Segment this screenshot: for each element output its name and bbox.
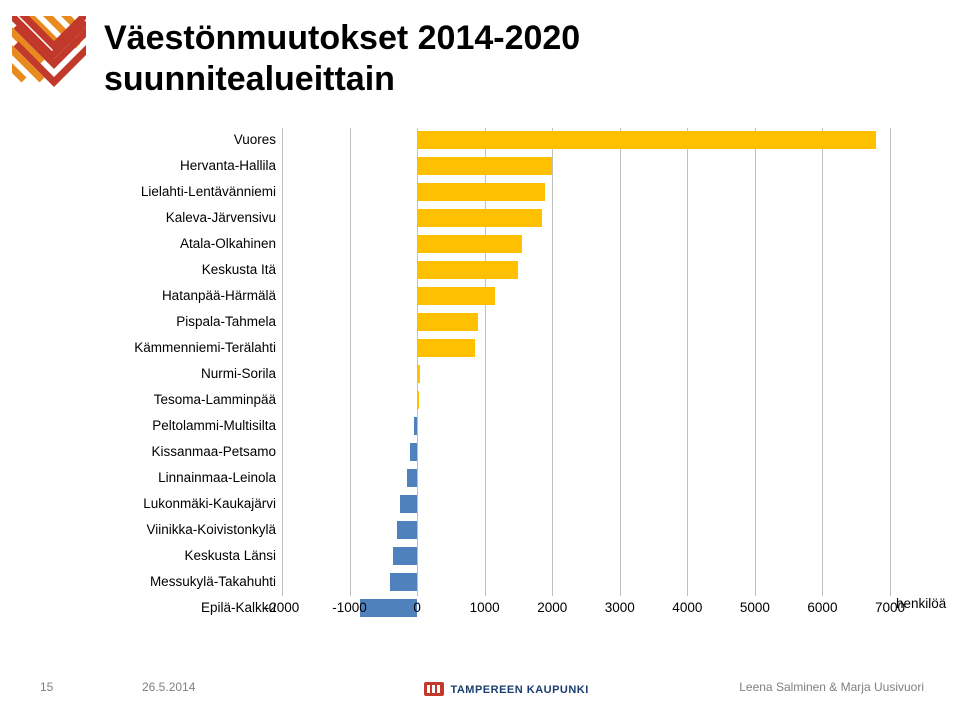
bar: [407, 469, 417, 487]
bar: [400, 495, 417, 513]
bar: [417, 313, 478, 331]
gridline: [350, 128, 351, 596]
category-label: Atala-Olkahinen: [180, 236, 276, 251]
x-tick-label: 4000: [672, 600, 702, 615]
x-tick-label: -1000: [332, 600, 367, 615]
category-label: Kämmenniemi-Terälahti: [134, 340, 276, 355]
gridline: [890, 128, 891, 596]
footer-org-name: TAMPEREEN KAUPUNKI: [450, 684, 588, 696]
gridline: [822, 128, 823, 596]
category-label: Keskusta Länsi: [184, 548, 276, 563]
x-tick-label: -2000: [265, 600, 300, 615]
category-label: Viinikka-Koivistonkylä: [146, 522, 276, 537]
x-tick-label: 3000: [605, 600, 635, 615]
bar: [417, 157, 552, 175]
category-label: Messukylä-Takahuhti: [150, 574, 276, 589]
plot-area: [282, 128, 890, 596]
bar: [417, 339, 474, 357]
bar: [417, 391, 419, 409]
gridline: [552, 128, 553, 596]
footer-date: 26.5.2014: [142, 680, 195, 694]
bar: [417, 235, 522, 253]
corner-logo-icon: [12, 16, 86, 90]
gridline: [687, 128, 688, 596]
x-tick-label: 1000: [470, 600, 500, 615]
gridline: [282, 128, 283, 596]
category-label: Lielahti-Lentävänniemi: [141, 184, 276, 199]
x-axis-unit: henkilöä: [896, 596, 946, 611]
bar: [417, 209, 542, 227]
bar: [417, 183, 545, 201]
gridline: [755, 128, 756, 596]
page-title: Väestönmuutokset 2014-2020 suunnitealuei…: [104, 18, 580, 100]
bar: [410, 443, 417, 461]
category-label: Kaleva-Järvensivu: [166, 210, 276, 225]
title-line1: Väestönmuutokset 2014-2020: [104, 19, 580, 57]
bar: [417, 261, 518, 279]
category-label: Kissanmaa-Petsamo: [151, 444, 276, 459]
category-label: Pispala-Tahmela: [176, 314, 276, 329]
category-label: Peltolammi-Multisilta: [152, 418, 276, 433]
bar-chart: Vuores Hervanta-Hallila Lielahti-Lentävänn…: [104, 128, 894, 620]
category-label: Keskusta Itä: [202, 262, 276, 277]
y-axis-labels: Vuores Hervanta-Hallila Lielahti-Lentävänn…: [104, 128, 282, 596]
x-tick-label: 5000: [740, 600, 770, 615]
footer-page-number: 15: [40, 680, 53, 694]
category-label: Linnainmaa-Leinola: [158, 470, 276, 485]
category-label: Hervanta-Hallila: [180, 158, 276, 173]
x-tick-label: 2000: [537, 600, 567, 615]
bar: [417, 131, 876, 149]
bar: [393, 547, 417, 565]
bar: [417, 287, 495, 305]
category-label: Tesoma-Lamminpää: [154, 392, 276, 407]
bar: [397, 521, 417, 539]
footer-org-logo: TAMPEREEN KAUPUNKI: [422, 680, 589, 698]
category-label: Vuores: [234, 132, 276, 147]
x-tick-label: 0: [413, 600, 421, 615]
footer-authors: Leena Salminen & Marja Uusivuori: [739, 680, 924, 694]
category-label: Hatanpää-Härmälä: [162, 288, 276, 303]
bar: [390, 573, 417, 591]
category-label: Nurmi-Sorila: [201, 366, 276, 381]
gridline: [620, 128, 621, 596]
x-tick-label: 6000: [807, 600, 837, 615]
title-line2: suunnitealueittain: [104, 60, 395, 98]
x-axis-labels: -2000-100001000200030004000500060007000: [282, 600, 890, 620]
category-label: Lukonmäki-Kaukajärvi: [143, 496, 276, 511]
bar: [417, 365, 420, 383]
bar: [414, 417, 417, 435]
